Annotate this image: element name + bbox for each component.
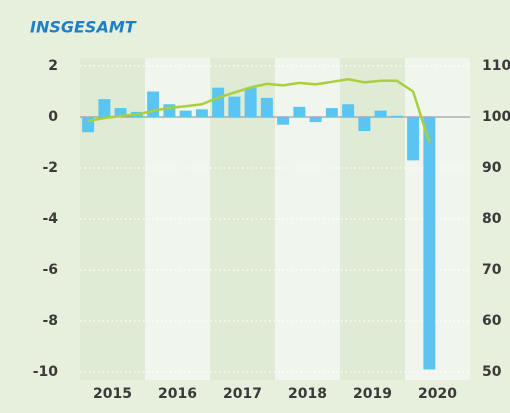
bar (374, 110, 387, 117)
bar (244, 87, 257, 117)
y-tick-label: -2 (42, 160, 58, 176)
chart-title: INSGESAMT (30, 18, 137, 37)
bar (407, 117, 420, 161)
bar (179, 110, 192, 117)
bar (260, 97, 273, 117)
y-tick-label: 2 (48, 58, 58, 74)
y2-tick-label: 110 (482, 58, 510, 74)
y2-tick-label: 50 (482, 364, 502, 380)
x-tick-label: 2018 (288, 386, 327, 402)
bar (309, 117, 322, 123)
bar (114, 108, 127, 117)
y2-tick-label: 80 (482, 211, 502, 227)
x-tick-label: 2015 (93, 386, 132, 402)
x-tick-label: 2017 (223, 386, 262, 402)
y2-tick-label: 70 (482, 262, 502, 278)
y-tick-label: 0 (48, 109, 58, 125)
y2-tick-label: 90 (482, 160, 502, 176)
bar (147, 91, 160, 117)
x-tick-label: 2019 (353, 386, 392, 402)
y2-tick-label: 60 (482, 313, 502, 329)
x-tick-label: 2020 (418, 386, 457, 402)
bar (342, 104, 355, 117)
bar (390, 115, 403, 117)
bar (293, 106, 306, 117)
y-tick-label: -10 (33, 364, 59, 380)
y-tick-label: -8 (42, 313, 58, 329)
year-band (275, 58, 340, 380)
bar (325, 108, 338, 117)
bar (228, 96, 241, 117)
bar (98, 99, 111, 117)
bar (423, 117, 436, 370)
y-tick-label: -6 (42, 262, 58, 278)
bar (277, 117, 290, 125)
y-tick-label: -4 (42, 211, 58, 227)
bar (163, 104, 176, 117)
x-tick-label: 2016 (158, 386, 197, 402)
bar (212, 87, 225, 117)
bar (358, 117, 371, 132)
bar (195, 109, 208, 117)
line (87, 78, 431, 143)
year-band (405, 58, 470, 380)
y2-tick-label: 100 (482, 109, 510, 125)
